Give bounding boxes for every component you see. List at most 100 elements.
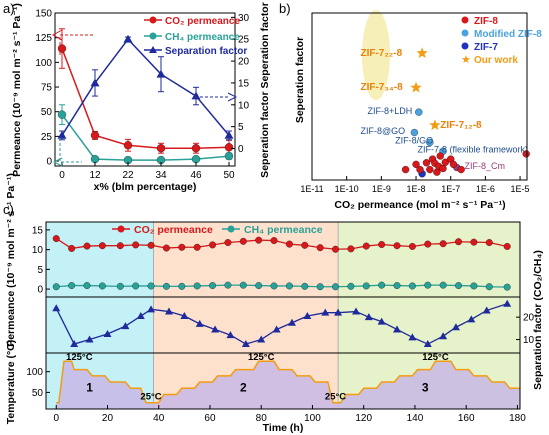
c-perm-point-co2	[255, 236, 263, 244]
c-perm-point-co2	[209, 241, 216, 249]
a-point-ch4	[191, 154, 201, 164]
legend-ourwork-marker: ★	[461, 54, 471, 66]
c-perm-point-ch4	[485, 283, 493, 291]
a-y2tick-label: 20	[238, 57, 250, 68]
c-perm-point-co2	[439, 240, 447, 248]
legend-co2-label: CO₂ permeance	[165, 16, 240, 27]
c-perm-point-co2	[132, 241, 140, 249]
a-point-sep	[123, 34, 133, 43]
b-xtick-label: 1E-8	[407, 184, 426, 194]
c-perm-point-ch4	[83, 282, 91, 290]
panel-a-legend: CO₂ permeance CH₄ permeance Separation f…	[144, 16, 247, 57]
panel-a-frame	[54, 12, 236, 167]
a-point-co2	[123, 141, 133, 150]
b-point-modified-zif-8	[415, 108, 423, 116]
c-perm-point-ch4	[239, 281, 247, 289]
c-perm-point-co2	[485, 239, 493, 246]
c-perm-point-ch4	[301, 282, 309, 290]
a-point-co2	[90, 131, 100, 140]
panel-a: a) 0 12 22 34 46 50 0 25 50 75 100 125 150 0 5 10 15 20 25…	[3, 1, 271, 193]
c-perm-ytick-label: 15	[32, 225, 44, 236]
c-temp-annotation: 125°C	[422, 352, 449, 363]
b-point-ourwork	[410, 81, 422, 93]
c-temp-ytick-label: 50	[32, 388, 44, 399]
co2-arrowhead	[51, 29, 63, 41]
a-series-line-2	[61, 38, 230, 136]
c-sep-point	[136, 312, 145, 320]
c-temp-area	[56, 361, 520, 409]
a-y2tick-label: 10	[238, 100, 250, 111]
c-perm-point-ch4	[347, 282, 355, 290]
c-perm-point-co2	[270, 237, 278, 245]
panel-c-temp-frame	[45, 352, 521, 410]
c-sep-point	[303, 312, 312, 320]
legend-zif7-label: ZIF-7	[474, 42, 498, 53]
c-sep-point	[70, 340, 79, 348]
legend-ourwork-label: Our work	[474, 55, 518, 66]
a-y2tick-label: 15	[238, 78, 250, 89]
b-annotation: ZIF-7₁₂-8	[440, 120, 482, 131]
c-perm-point-co2	[301, 241, 309, 249]
c-cycle-label: 2	[240, 381, 247, 395]
c-perm-point-ch4	[255, 282, 263, 290]
a-point-ch4	[90, 154, 100, 164]
legend-zif7-marker	[461, 42, 469, 50]
co2-axis-arrow	[59, 34, 95, 55]
c-temp-annotation: 25°C	[140, 391, 161, 402]
panel-b-legend: ZIF-8 Modified ZIF-8 ZIF-7 ★ Our work	[461, 16, 542, 66]
c-xtick-label: 40	[153, 413, 165, 424]
c-temp-annotation: 25°C	[325, 391, 346, 402]
legend-co2-marker	[149, 16, 157, 24]
b-annotation: ZIF-7₃₄-8	[360, 82, 403, 93]
a-xtick-label: 0	[59, 170, 65, 181]
sep-arrowhead	[227, 92, 238, 102]
a-y2tick-label: 5	[238, 122, 244, 133]
c-sep-point	[103, 329, 112, 337]
c-perm-point-co2	[408, 243, 416, 250]
b-annotation: ZIF-8_Cm	[465, 161, 506, 171]
c-perm-ytick-label: 0	[37, 285, 43, 296]
panel-a-xlabel: x% (blm percentage)	[94, 181, 197, 193]
b-point-zif-8	[426, 165, 434, 174]
c-perm-point-ch4	[455, 282, 462, 290]
a-xtick-label: 46	[190, 170, 202, 181]
b-point-zif-8	[401, 165, 410, 174]
panel-b-xlabel: CO₂ permeance (mol m⁻² s⁻¹ Pa⁻¹)	[334, 199, 505, 211]
c-sep-point	[121, 322, 130, 330]
c-sep-point	[393, 325, 402, 333]
c-perm-point-ch4	[270, 282, 278, 290]
legend-sep-marker	[149, 46, 157, 53]
c-perm-point-co2	[285, 240, 293, 248]
c-perm-point-ch4	[132, 282, 140, 290]
c-sep-point	[272, 325, 281, 333]
b-point-zif-8	[457, 165, 465, 174]
b-point-zif-8	[422, 159, 431, 167]
panel-a-ylabel: Permeance (10⁻⁹ mol m⁻² s⁻¹ Pa⁻¹)	[11, 3, 23, 177]
legend-ch4-label: CH₄ permeance	[165, 32, 240, 43]
c-sep-point	[52, 304, 61, 312]
c-perm-point-co2	[83, 242, 91, 250]
a-point-sep	[156, 69, 166, 78]
c-xtick-label: 140	[407, 413, 424, 424]
c-sep-point	[482, 306, 491, 314]
panel-c-sep-ylabel: Separation factor (CO₂/CH₄)	[532, 250, 544, 390]
c-legend-co2-label: CO₂ permeance	[134, 224, 213, 236]
a-xtick-label: 12	[89, 170, 101, 181]
legend-ch4-marker	[149, 32, 157, 40]
a-xtick-label: 50	[223, 170, 235, 181]
b-point-modified-zif-8	[426, 138, 434, 147]
b-annotation: ZIF-7-8 (flexible framework)	[417, 144, 528, 154]
a-ytick-label: 125	[35, 33, 52, 44]
highlight-ellipse	[362, 10, 390, 100]
b-point-ourwork	[429, 119, 441, 131]
c-sep-point	[364, 313, 373, 321]
c-perm-point-co2	[393, 242, 401, 250]
c-cycle-label: 3	[422, 381, 429, 395]
c-perm-point-ch4	[209, 282, 216, 290]
c-perm-point-co2	[424, 240, 432, 248]
c-sep-ytick-label: 10	[523, 335, 535, 346]
c-xtick-label: 20	[102, 413, 114, 424]
a-point-sep	[90, 78, 100, 87]
panel-c-xlabel: Time (h)	[263, 422, 304, 434]
